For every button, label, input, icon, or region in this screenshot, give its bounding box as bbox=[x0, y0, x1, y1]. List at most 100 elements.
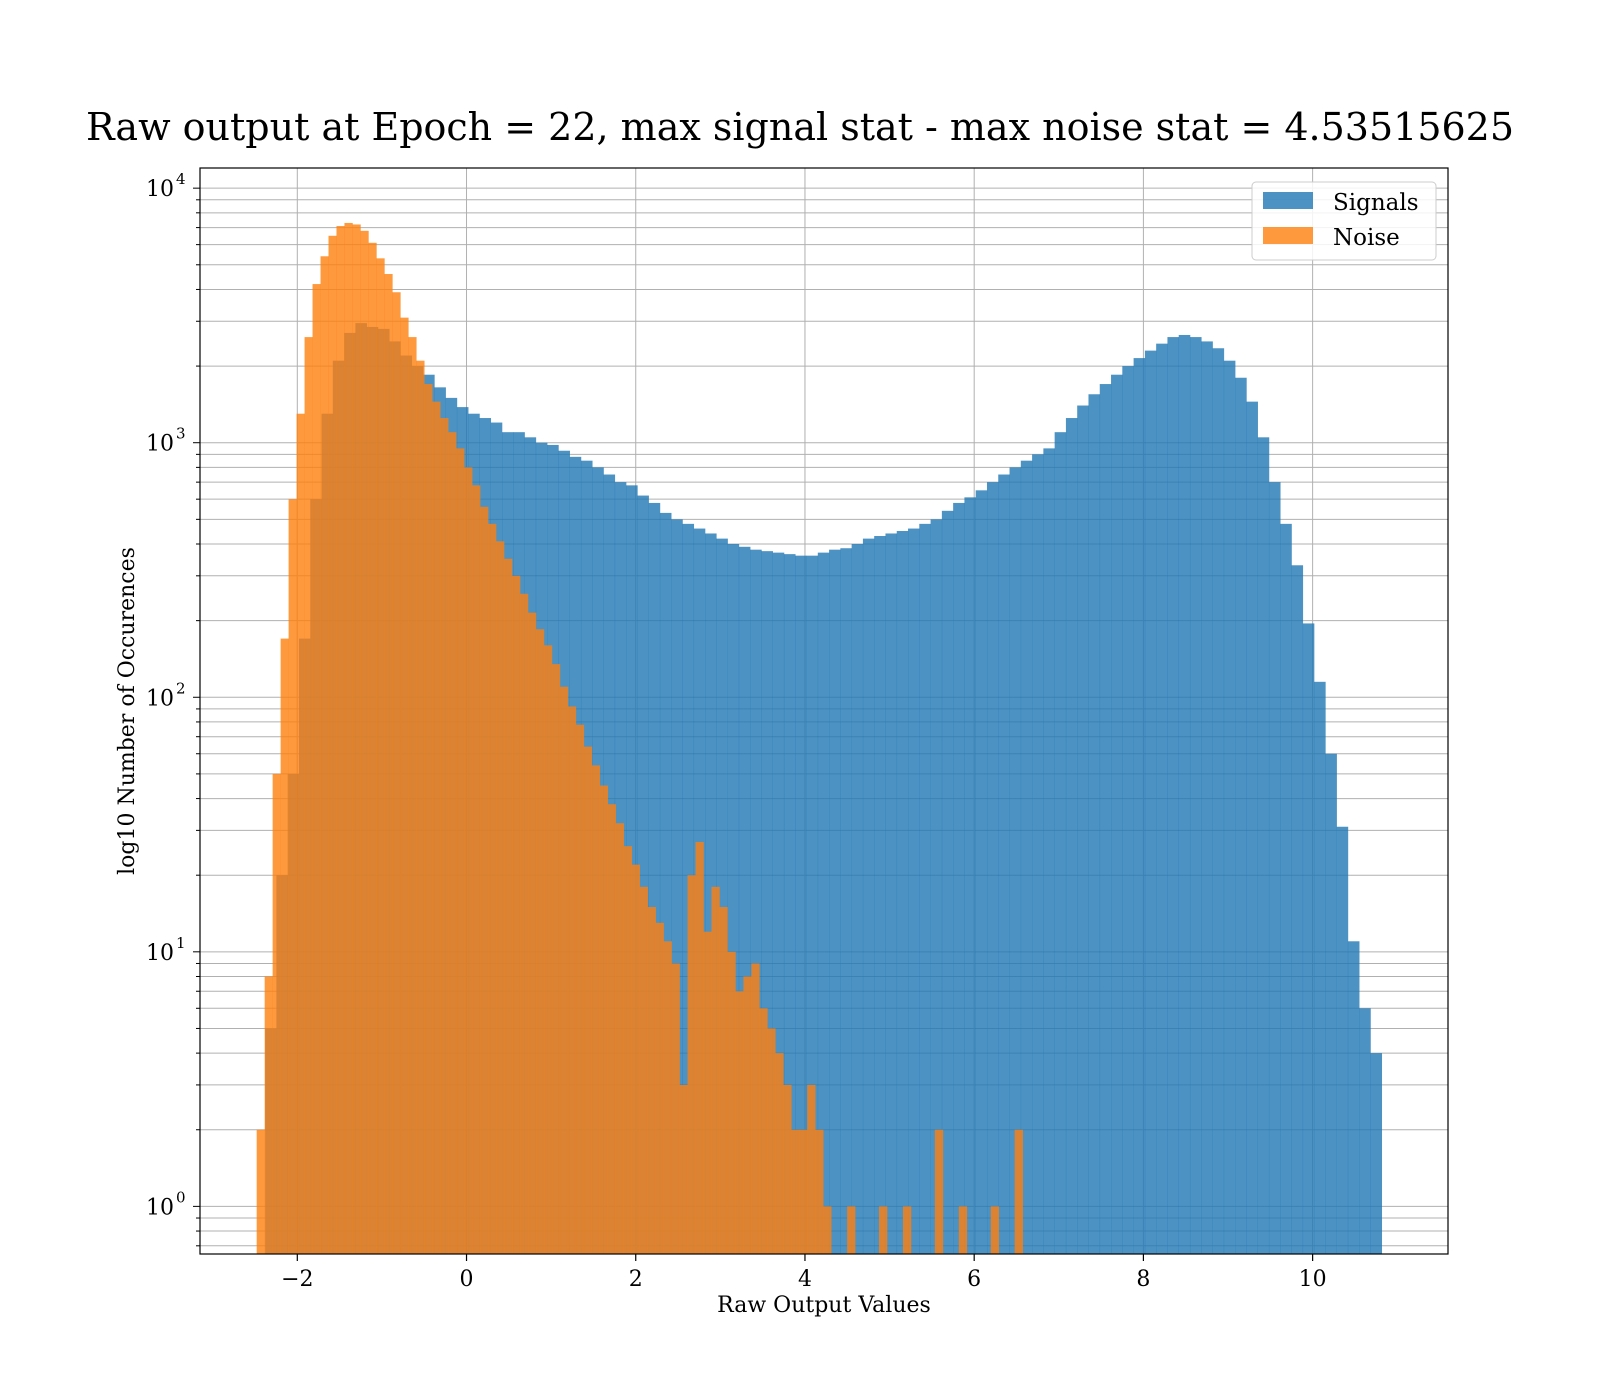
y-tick-exponent: 3 bbox=[176, 425, 186, 443]
signals-bar bbox=[941, 510, 954, 1254]
signals-bar bbox=[896, 530, 909, 1254]
noise-bar bbox=[400, 317, 409, 1254]
noise-bar bbox=[424, 384, 433, 1255]
x-tick-label: 10 bbox=[1299, 1267, 1327, 1292]
signals-bar bbox=[1347, 941, 1360, 1254]
y-tick-label: 10 bbox=[146, 177, 174, 202]
noise-bar bbox=[551, 664, 561, 1254]
signals-bar bbox=[637, 495, 649, 1254]
signals-bar bbox=[806, 555, 819, 1254]
noise-bar bbox=[847, 1206, 856, 1254]
y-tick-exponent: 2 bbox=[176, 679, 186, 697]
y-tick-exponent: 0 bbox=[176, 1188, 186, 1206]
signals-bar bbox=[862, 538, 875, 1254]
x-tick-label: 0 bbox=[460, 1267, 474, 1292]
x-tick-label: 6 bbox=[967, 1267, 981, 1292]
noise-bar bbox=[328, 235, 337, 1254]
signals-bar bbox=[772, 552, 785, 1254]
noise-bar bbox=[655, 922, 664, 1254]
noise-bar bbox=[767, 1028, 776, 1254]
noise-bar bbox=[583, 746, 593, 1254]
signals-bar bbox=[1201, 341, 1213, 1254]
noise-bar bbox=[879, 1206, 888, 1254]
signals-bar bbox=[1043, 448, 1055, 1254]
noise-bar bbox=[368, 242, 377, 1254]
noise-bar bbox=[264, 976, 273, 1254]
noise-bar bbox=[623, 846, 632, 1254]
noise-bar bbox=[288, 499, 297, 1255]
signals-bar bbox=[1133, 358, 1146, 1254]
signals-bar bbox=[648, 502, 661, 1254]
noise-bar bbox=[799, 1129, 808, 1254]
noise-bar bbox=[671, 963, 680, 1254]
noise-bar bbox=[336, 226, 345, 1254]
noise-bar bbox=[695, 842, 704, 1254]
x-axis: −2 0 2 4 6 8 10 bbox=[281, 1254, 1327, 1292]
noise-bar bbox=[663, 941, 672, 1254]
y-tick-exponent: 4 bbox=[176, 170, 186, 188]
noise-bar bbox=[559, 686, 569, 1254]
signals-bar bbox=[1111, 374, 1123, 1254]
noise-bar bbox=[488, 523, 497, 1254]
signals-bar bbox=[998, 474, 1010, 1255]
noise-bar bbox=[647, 906, 656, 1254]
x-tick-label: 2 bbox=[629, 1267, 643, 1292]
signals-bar bbox=[1302, 623, 1315, 1254]
signals-bar bbox=[908, 528, 920, 1254]
signals-bar bbox=[671, 519, 683, 1254]
signals-bar bbox=[1291, 565, 1304, 1254]
signals-bar bbox=[1189, 337, 1202, 1254]
signals-bar bbox=[1144, 350, 1157, 1255]
noise-bar bbox=[320, 256, 329, 1254]
signals-bar bbox=[1257, 437, 1270, 1255]
y-axis-label: log10 Number of Occurences bbox=[115, 547, 140, 875]
noise-bar bbox=[543, 645, 553, 1254]
signals-bar bbox=[783, 554, 796, 1254]
signals-bar bbox=[1246, 401, 1258, 1254]
signals-bar bbox=[659, 512, 672, 1254]
noise-bar bbox=[512, 575, 521, 1254]
legend-label-signals: Signals bbox=[1333, 190, 1419, 216]
signals-bar bbox=[1178, 334, 1191, 1254]
noise-bar bbox=[304, 337, 313, 1254]
y-tick-label: 10 bbox=[146, 1195, 174, 1220]
signals-bar bbox=[930, 519, 943, 1254]
signals-bar bbox=[885, 533, 898, 1254]
noise-bar bbox=[687, 875, 696, 1254]
noise-bar bbox=[823, 1206, 832, 1254]
noise-series bbox=[256, 222, 1023, 1255]
signals-bar bbox=[1156, 343, 1168, 1254]
signals-bar bbox=[919, 523, 931, 1254]
signals-bar bbox=[975, 490, 988, 1255]
noise-bar bbox=[392, 292, 401, 1254]
signals-bar bbox=[986, 482, 999, 1254]
noise-bar bbox=[312, 284, 321, 1254]
signals-bar bbox=[1223, 360, 1236, 1254]
noise-bar bbox=[727, 951, 736, 1254]
noise-bar bbox=[416, 360, 425, 1254]
noise-bar bbox=[504, 558, 513, 1254]
noise-bar bbox=[719, 906, 728, 1254]
noise-bar bbox=[815, 1129, 824, 1254]
noise-bar bbox=[1014, 1129, 1023, 1254]
signals-bar bbox=[1167, 337, 1180, 1254]
noise-bar bbox=[527, 612, 537, 1254]
noise-bar bbox=[615, 823, 625, 1254]
signals-bar bbox=[874, 536, 886, 1254]
x-axis-label: Raw Output Values bbox=[717, 1293, 931, 1318]
signals-bar bbox=[1359, 1008, 1371, 1254]
noise-bar bbox=[519, 593, 529, 1254]
noise-bar bbox=[256, 1129, 265, 1254]
chart-title: Raw output at Epoch = 22, max signal sta… bbox=[86, 105, 1514, 149]
legend-label-noise: Noise bbox=[1333, 225, 1400, 251]
signals-bar bbox=[738, 546, 751, 1254]
noise-bar bbox=[352, 224, 361, 1255]
signals-bar bbox=[716, 538, 728, 1254]
x-tick-label: −2 bbox=[281, 1267, 313, 1292]
noise-bar bbox=[743, 976, 752, 1254]
noise-bar bbox=[639, 886, 648, 1254]
noise-bar bbox=[807, 1084, 816, 1254]
x-tick-label: 8 bbox=[1136, 1267, 1150, 1292]
noise-bar bbox=[775, 1053, 784, 1254]
signals-bar bbox=[750, 549, 762, 1254]
